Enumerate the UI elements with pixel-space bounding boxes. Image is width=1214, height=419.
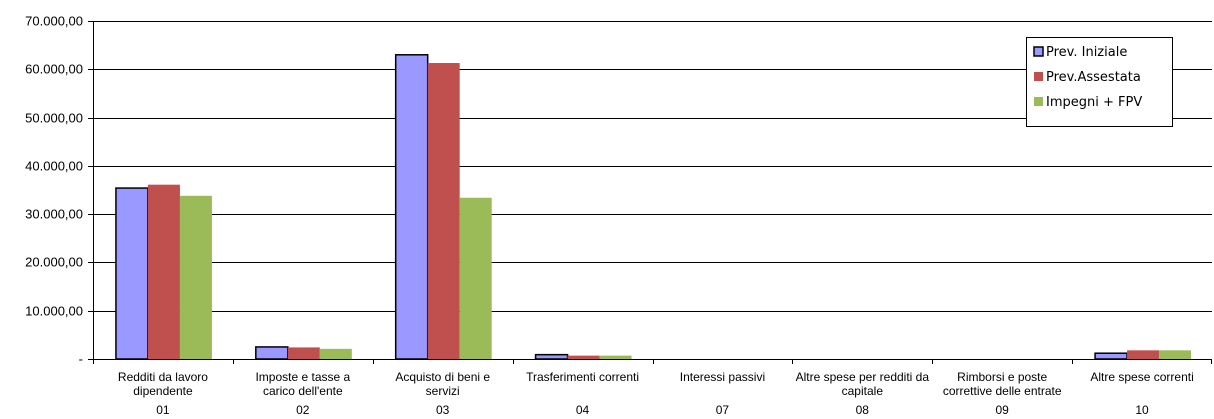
x-category-label: dipendente <box>133 384 193 398</box>
bar <box>147 184 180 359</box>
x-category-code: 04 <box>576 403 590 417</box>
bars <box>115 54 1192 360</box>
y-tick-label: - <box>79 352 83 367</box>
x-category-code: 07 <box>716 403 730 417</box>
x-category-code: 03 <box>436 403 450 417</box>
y-tick-label: 70.000,00 <box>25 14 83 29</box>
gridlines <box>93 21 1212 360</box>
y-tick-label: 40.000,00 <box>25 159 83 174</box>
x-category-code: 09 <box>996 403 1010 417</box>
x-category-label: correttive delle entrate <box>943 384 1062 398</box>
bar <box>459 197 492 359</box>
y-tick-label: 10.000,00 <box>25 304 83 319</box>
y-tick-label: 60.000,00 <box>25 62 83 77</box>
bar <box>1159 350 1192 359</box>
legend: Prev. Iniziale Prev.Assestata Impegni + FP… <box>1026 37 1173 127</box>
y-axis: - 10.000,00 20.000,00 30.000,00 40.000,00 50.… <box>25 14 1212 367</box>
x-category-label: Redditi da lavoro <box>118 370 208 384</box>
x-category-code: 02 <box>296 403 310 417</box>
legend-label: Prev. Iniziale <box>1046 45 1127 60</box>
bar <box>1094 352 1128 360</box>
legend-label: Impegni + FPV <box>1046 95 1142 110</box>
x-category-label: capitale <box>842 384 884 398</box>
bar <box>567 355 600 359</box>
x-category-label: Acquisto di beni e <box>395 370 490 384</box>
y-tick-label: 30.000,00 <box>25 207 83 222</box>
x-category-label: carico dell'ente <box>263 384 343 398</box>
bar <box>394 54 429 360</box>
bar <box>534 353 569 360</box>
bar <box>255 346 289 360</box>
x-category-label: Imposte e tasse a <box>255 370 350 384</box>
x-category-code: 10 <box>1135 403 1149 417</box>
y-tick-label: 20.000,00 <box>25 255 83 270</box>
x-category-label: Altre spese correnti <box>1090 370 1193 384</box>
legend-swatch <box>1033 46 1044 57</box>
bar <box>179 195 212 359</box>
x-category-label: Rimborsi e poste <box>957 370 1047 384</box>
bar <box>287 347 320 359</box>
bar <box>319 348 352 359</box>
legend-box <box>1026 37 1173 127</box>
legend-swatch <box>1034 72 1043 81</box>
y-tick-label: 50.000,00 <box>25 111 83 126</box>
x-category-label: Trasferimenti correnti <box>526 370 639 384</box>
x-category-label: servizi <box>426 384 460 398</box>
x-category-code: 01 <box>156 403 170 417</box>
legend-label: Prev.Assestata <box>1046 70 1141 85</box>
x-category-label: Interessi passivi <box>680 370 765 384</box>
legend-swatch <box>1034 97 1043 106</box>
bar <box>427 63 460 359</box>
bar <box>599 355 632 359</box>
bar <box>1127 350 1160 359</box>
x-category-code: 08 <box>856 403 870 417</box>
bar <box>115 187 149 360</box>
x-category-label: Altre spese per redditi da <box>796 370 930 384</box>
